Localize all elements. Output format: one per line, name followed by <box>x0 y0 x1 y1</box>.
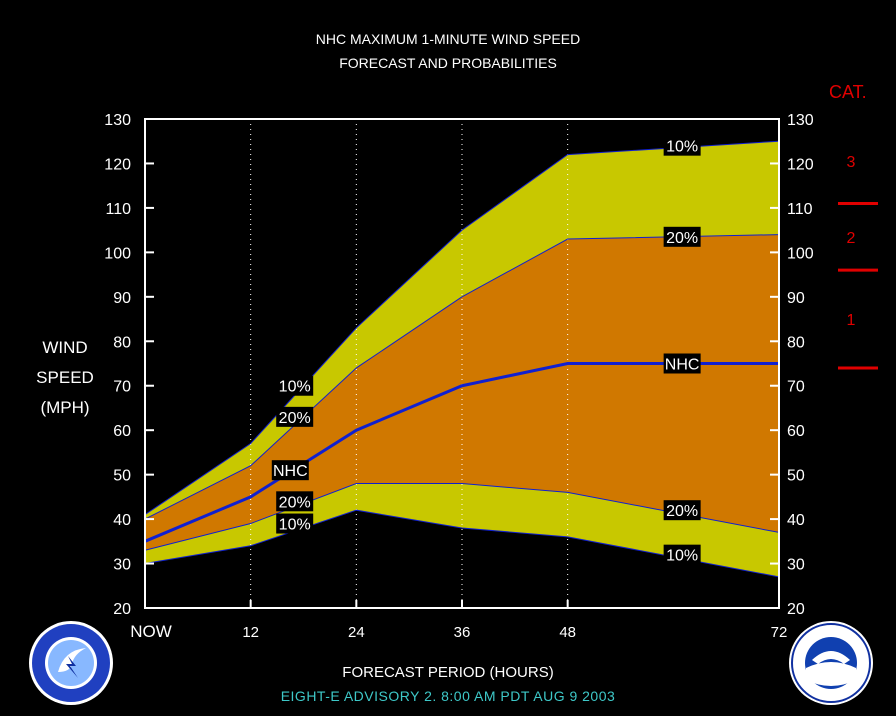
x-tick-label-0: NOW <box>130 622 172 641</box>
y-tick-label-left-80: 80 <box>113 334 131 351</box>
series-label-6: 20% <box>666 230 698 247</box>
y-tick-label-right-100: 100 <box>787 245 814 262</box>
category-title: CAT. <box>829 82 867 102</box>
y-tick-label-left-90: 90 <box>113 290 131 307</box>
series-label-4: 10% <box>279 517 311 534</box>
y-tick-label-left-110: 110 <box>105 201 131 218</box>
nws-logo <box>29 621 113 705</box>
series-label-bg-0 <box>276 375 314 396</box>
series-label-3: 20% <box>279 494 311 511</box>
series-line-nhc <box>144 362 779 543</box>
chart-title-line2: FORECAST AND PROBABILITIES <box>339 55 557 71</box>
y-tick-label-right-60: 60 <box>787 423 805 440</box>
y-tick-label-right-20: 20 <box>787 601 805 618</box>
series-label-bg-7 <box>663 353 701 374</box>
series-line-lower_20 <box>144 483 780 551</box>
category-label-3: 3 <box>847 154 856 171</box>
y-tick-label-left-40: 40 <box>113 512 131 529</box>
noaa-logo <box>789 621 873 705</box>
y-axis-left: 20 30 40 50 60 70 80 90 100 110 120 130 <box>104 112 154 618</box>
x-tick-label-48: 48 <box>559 624 576 641</box>
y-axis-right: 20 30 40 50 60 70 80 90 100 110 120 130 <box>770 112 814 618</box>
y-tick-label-right-70: 70 <box>787 379 805 396</box>
series-label-9: 10% <box>666 548 698 565</box>
series-label-bg-6 <box>663 226 701 247</box>
series-label-bg-1 <box>276 406 314 427</box>
chart-title-line1: NHC MAXIMUM 1-MINUTE WIND SPEED <box>315 31 581 47</box>
y-tick-label-left-100: 100 <box>104 245 131 262</box>
y-tick-label-right-50: 50 <box>787 468 805 485</box>
y-tick-label-left-60: 60 <box>113 423 131 440</box>
series-line-lower_10 <box>144 509 780 578</box>
y-tick-label-left-20: 20 <box>113 601 131 618</box>
series-label-bg-9 <box>663 544 701 565</box>
series-label-bg-4 <box>276 513 314 534</box>
x-tick-label-12: 12 <box>242 624 259 641</box>
x-axis-label: FORECAST PERIOD (HOURS) <box>342 664 554 681</box>
category-scale: 1 2 3 <box>838 154 878 370</box>
series-label-2: NHC <box>273 463 308 480</box>
x-tick-label-72: 72 <box>771 624 788 641</box>
series-label-7: NHC <box>665 357 700 374</box>
x-tick-label-36: 36 <box>454 624 471 641</box>
y-tick-label-right-110: 110 <box>787 201 813 218</box>
category-label-2: 2 <box>847 230 856 247</box>
ylabel-line2: SPEED <box>36 368 94 387</box>
ylabel-line1: WIND <box>42 338 88 357</box>
series-label-bg-5 <box>663 135 701 156</box>
category-label-1: 1 <box>847 312 856 329</box>
y-tick-label-right-90: 90 <box>787 290 805 307</box>
ylabel-line3: (MPH) <box>40 398 90 417</box>
y-tick-label-right-120: 120 <box>787 156 814 173</box>
series-label-1: 20% <box>279 410 311 427</box>
y-tick-label-left-30: 30 <box>113 557 131 574</box>
y-tick-label-left-130: 130 <box>104 112 131 129</box>
series-label-bg-2 <box>271 460 309 481</box>
series-label-bg-3 <box>276 491 314 512</box>
x-tick-label-24: 24 <box>348 624 365 641</box>
series-labels: 10% 20% NHC 20% 10% 10% 20% NHC 20% 10% <box>271 135 701 565</box>
series-label-8: 20% <box>666 503 698 520</box>
y-tick-label-left-70: 70 <box>113 379 131 396</box>
y-tick-label-right-80: 80 <box>787 334 805 351</box>
y-tick-label-right-40: 40 <box>787 512 805 529</box>
y-tick-label-right-30: 30 <box>787 557 805 574</box>
series-lines <box>144 140 780 578</box>
series-label-0: 10% <box>279 379 311 396</box>
series-line-upper_10 <box>144 140 780 516</box>
advisory-text: EIGHT-E ADVISORY 2. 8:00 AM PDT AUG 9 20… <box>280 688 616 704</box>
series-label-5: 10% <box>666 139 698 156</box>
series-line-upper_20 <box>144 234 780 520</box>
y-tick-label-left-120: 120 <box>104 156 131 173</box>
series-label-bg-8 <box>663 500 701 521</box>
y-tick-label-left-50: 50 <box>113 468 131 485</box>
y-tick-label-right-130: 130 <box>787 112 814 129</box>
x-axis: NOW 12 24 36 48 72 <box>130 600 787 641</box>
